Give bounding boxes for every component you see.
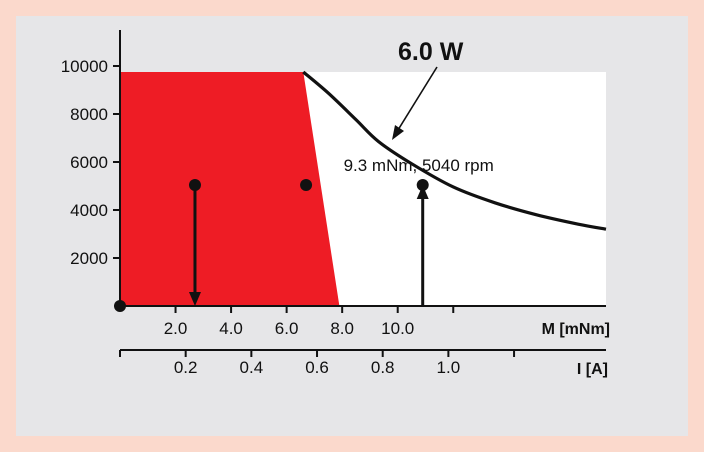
- arrow-head: [416, 185, 429, 200]
- x-tick-label: 4.0: [219, 319, 243, 338]
- x-tick-label: 8.0: [330, 319, 354, 338]
- x-tick-label: 6.0: [275, 319, 299, 338]
- data-point: [114, 300, 126, 312]
- x-tick-label: 10.0: [381, 319, 414, 338]
- power-curve-line: [302, 70, 607, 231]
- data-point: [300, 179, 313, 192]
- x-tick-label: 2.0: [164, 319, 188, 338]
- x-axis-label: M [mNm]: [542, 321, 610, 338]
- power-label-pointer-head: [392, 125, 404, 140]
- arrow-head: [188, 292, 201, 306]
- tick-labels: 2000 4000 6000 8000 10000 2.0 4.0 6.0 8.0 10.0 0.2…: [61, 57, 460, 377]
- data-point: [188, 179, 201, 192]
- x2-tick-label: 0.6: [305, 358, 329, 377]
- x2-tick-label: 1.0: [437, 358, 461, 377]
- power-label-pointer: [397, 66, 438, 131]
- x2-tick-label: 0.2: [174, 358, 198, 377]
- data-marks: 9.3 mNm, 5040 rpm: [114, 156, 494, 312]
- axes: [113, 30, 606, 357]
- y-tick-label: 8000: [70, 105, 108, 124]
- y-tick-label: 6000: [70, 153, 108, 172]
- continuous-operation-area: [120, 72, 340, 306]
- power-curve-label: 6.0 W: [398, 38, 464, 66]
- y-tick-label: 10000: [61, 57, 108, 76]
- y-tick-label: 2000: [70, 249, 108, 268]
- point-label: 9.3 mNm, 5040 rpm: [344, 156, 494, 175]
- y-tick-label: 4000: [70, 201, 108, 220]
- x2-tick-label: 0.8: [371, 358, 395, 377]
- x2-tick-label: 0.4: [240, 358, 264, 377]
- data-point: [416, 179, 429, 192]
- x2-axis-label: I [A]: [577, 361, 608, 378]
